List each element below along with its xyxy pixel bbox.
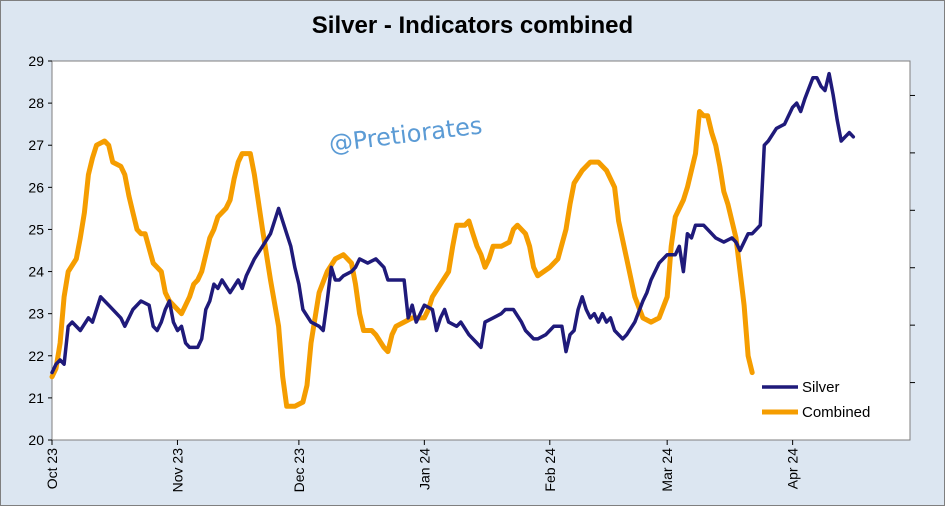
- y-tick-label: 20: [28, 432, 44, 448]
- x-tick-label: Apr 24: [785, 448, 801, 489]
- y-tick-label: 27: [28, 137, 44, 153]
- series-line-silver: [50, 71, 856, 375]
- right-axis-ticks: [910, 94, 915, 384]
- y-tick-label: 21: [28, 390, 44, 406]
- x-tick-label: Mar 24: [659, 448, 675, 492]
- y-tick-label: 25: [28, 221, 44, 237]
- y-tick-label: 22: [28, 348, 44, 364]
- series-line-combined: [49, 109, 755, 409]
- y-axis: 20 21 22 23 24 25 26 27 28 29: [28, 53, 52, 448]
- legend-label-silver: Silver: [802, 379, 840, 396]
- x-tick-label: Oct 23: [44, 448, 60, 489]
- y-tick-label: 29: [28, 53, 44, 69]
- x-tick-label: Nov 23: [169, 448, 185, 493]
- x-tick-label: Dec 23: [291, 448, 307, 493]
- y-tick-label: 28: [28, 95, 44, 111]
- x-tick-label: Feb 24: [542, 448, 558, 492]
- y-tick-label: 23: [28, 306, 44, 322]
- chart-title: Silver - Indicators combined: [311, 12, 634, 39]
- series-layer: [49, 71, 856, 409]
- legend-label-combined: Combined: [802, 404, 870, 421]
- x-axis: Oct 23 Nov 23 Dec 23 Jan 24 Feb 24 Mar 24 Apr …: [44, 440, 801, 492]
- y-tick-label: 24: [28, 264, 44, 280]
- legend: Silver Combined: [762, 379, 870, 421]
- y-tick-label: 26: [28, 179, 44, 195]
- x-tick-label: Jan 24: [416, 448, 432, 490]
